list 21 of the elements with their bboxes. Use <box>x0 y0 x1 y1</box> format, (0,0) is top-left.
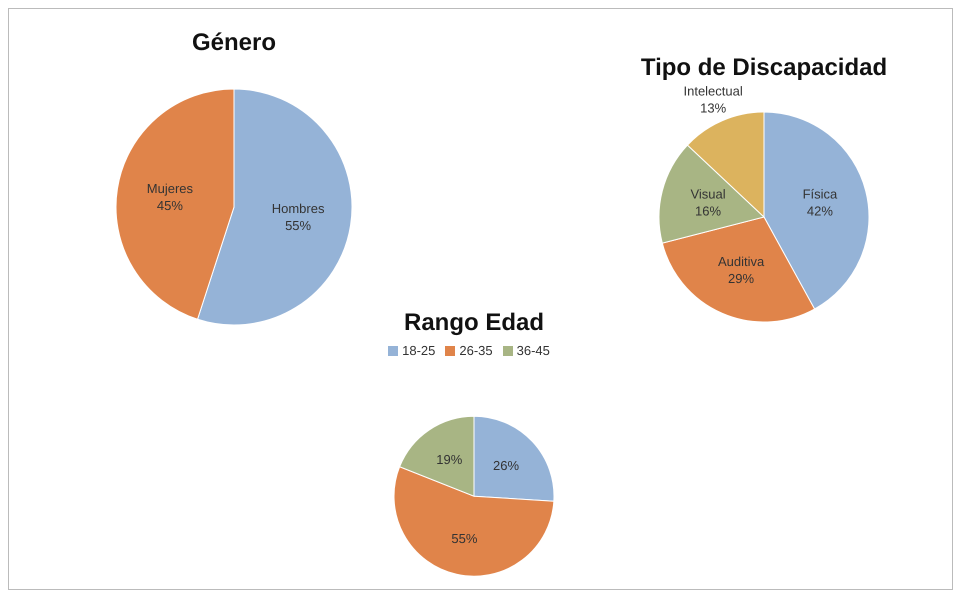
data-label: 55% <box>451 531 478 546</box>
data-label: 45% <box>156 198 184 213</box>
slice-label: Intelectual <box>683 83 743 98</box>
data-label: 13% <box>700 100 727 116</box>
data-label: 19% <box>436 452 463 467</box>
legend-label: 36-45 <box>516 343 550 358</box>
data-label: 55% <box>285 218 312 234</box>
chart-title: Tipo de Discapacidad <box>640 54 888 82</box>
data-label: 16% <box>695 204 722 219</box>
slice-label: Física <box>802 186 838 202</box>
chart-title: Género <box>190 29 278 57</box>
slice-label: Auditiva <box>718 254 765 269</box>
legend-label: 26-35 <box>459 343 493 358</box>
chart-title: Rango Edad <box>402 309 545 337</box>
data-label: 29% <box>728 271 755 286</box>
legend-label: 18-25 <box>402 343 436 358</box>
slice-label: Mujeres <box>146 180 194 196</box>
data-label: 26% <box>493 458 520 474</box>
slice-label: Visual <box>690 186 726 202</box>
slice-label: Hombres <box>272 201 325 216</box>
data-label: 42% <box>806 204 834 219</box>
